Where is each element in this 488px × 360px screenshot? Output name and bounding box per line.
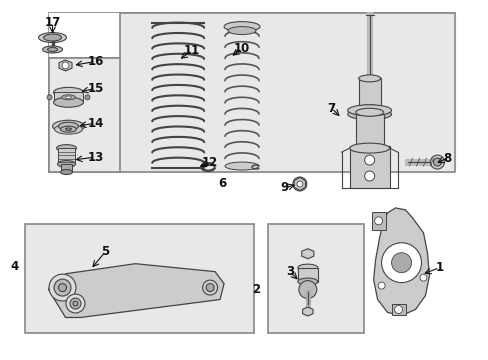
Ellipse shape bbox=[65, 96, 71, 99]
Polygon shape bbox=[48, 13, 454, 172]
Circle shape bbox=[298, 280, 316, 298]
Circle shape bbox=[54, 279, 71, 296]
Ellipse shape bbox=[292, 177, 306, 191]
Bar bbox=[358, 78, 380, 108]
Polygon shape bbox=[48, 264, 224, 318]
Ellipse shape bbox=[43, 34, 61, 41]
Bar bbox=[53, 92, 83, 102]
Circle shape bbox=[85, 95, 90, 100]
Ellipse shape bbox=[227, 27, 255, 35]
Text: 12: 12 bbox=[202, 156, 218, 168]
Text: 4: 4 bbox=[11, 260, 19, 273]
Ellipse shape bbox=[429, 155, 444, 169]
Ellipse shape bbox=[347, 105, 391, 116]
Circle shape bbox=[394, 306, 402, 314]
Text: 2: 2 bbox=[251, 283, 260, 296]
Ellipse shape bbox=[224, 162, 259, 170]
Ellipse shape bbox=[61, 170, 72, 175]
Ellipse shape bbox=[55, 124, 82, 134]
Circle shape bbox=[49, 274, 76, 301]
Circle shape bbox=[364, 171, 374, 181]
Ellipse shape bbox=[297, 278, 317, 285]
Ellipse shape bbox=[42, 46, 62, 53]
Bar bbox=[58, 148, 75, 164]
Bar bbox=[371, 212, 385, 230]
Circle shape bbox=[296, 181, 302, 187]
Circle shape bbox=[73, 301, 78, 306]
Text: 6: 6 bbox=[218, 177, 226, 190]
Circle shape bbox=[202, 280, 217, 295]
Polygon shape bbox=[302, 307, 312, 316]
Bar bbox=[61, 164, 72, 172]
Ellipse shape bbox=[432, 158, 441, 166]
Circle shape bbox=[374, 217, 382, 225]
Text: 17: 17 bbox=[44, 16, 61, 29]
Circle shape bbox=[59, 284, 66, 292]
Ellipse shape bbox=[65, 128, 71, 130]
Ellipse shape bbox=[349, 143, 389, 153]
Text: 15: 15 bbox=[87, 82, 103, 95]
Ellipse shape bbox=[297, 264, 317, 271]
Text: 11: 11 bbox=[183, 44, 200, 57]
Ellipse shape bbox=[39, 32, 66, 42]
Text: 13: 13 bbox=[87, 150, 103, 163]
Text: 3: 3 bbox=[285, 265, 293, 278]
Text: 7: 7 bbox=[327, 102, 335, 115]
Text: 5: 5 bbox=[101, 245, 109, 258]
Circle shape bbox=[62, 62, 69, 69]
Text: 10: 10 bbox=[233, 42, 250, 55]
Bar bbox=[355, 112, 383, 148]
Bar bbox=[24, 224, 253, 333]
Text: 16: 16 bbox=[87, 55, 103, 68]
Ellipse shape bbox=[355, 144, 383, 152]
Ellipse shape bbox=[58, 161, 75, 167]
Ellipse shape bbox=[61, 126, 76, 132]
Bar bbox=[48, 13, 120, 75]
Bar bbox=[391, 303, 405, 315]
Circle shape bbox=[419, 274, 426, 281]
Circle shape bbox=[391, 253, 411, 273]
Ellipse shape bbox=[355, 108, 383, 116]
Circle shape bbox=[205, 284, 214, 292]
Ellipse shape bbox=[224, 22, 260, 32]
Ellipse shape bbox=[59, 122, 78, 130]
Ellipse shape bbox=[52, 120, 84, 132]
Text: 14: 14 bbox=[87, 117, 103, 130]
Polygon shape bbox=[301, 249, 313, 259]
Ellipse shape bbox=[358, 75, 380, 82]
Bar bbox=[349, 146, 389, 188]
Polygon shape bbox=[373, 208, 428, 315]
Ellipse shape bbox=[347, 109, 391, 120]
Text: 8: 8 bbox=[443, 152, 450, 165]
Ellipse shape bbox=[47, 48, 58, 51]
Ellipse shape bbox=[61, 95, 75, 100]
Circle shape bbox=[377, 282, 385, 289]
Circle shape bbox=[47, 95, 52, 100]
Polygon shape bbox=[294, 177, 305, 190]
Polygon shape bbox=[59, 60, 72, 71]
Bar bbox=[48, 13, 454, 172]
Ellipse shape bbox=[53, 87, 83, 97]
Bar bbox=[267, 224, 363, 333]
Ellipse shape bbox=[53, 97, 83, 107]
Circle shape bbox=[70, 298, 81, 309]
Circle shape bbox=[66, 294, 85, 313]
Ellipse shape bbox=[57, 145, 76, 152]
Circle shape bbox=[381, 243, 421, 283]
Bar bbox=[48, 58, 120, 172]
Bar bbox=[297, 268, 317, 282]
Circle shape bbox=[364, 155, 374, 165]
Text: 1: 1 bbox=[434, 261, 443, 274]
Ellipse shape bbox=[358, 105, 380, 112]
Text: 9: 9 bbox=[280, 181, 288, 194]
